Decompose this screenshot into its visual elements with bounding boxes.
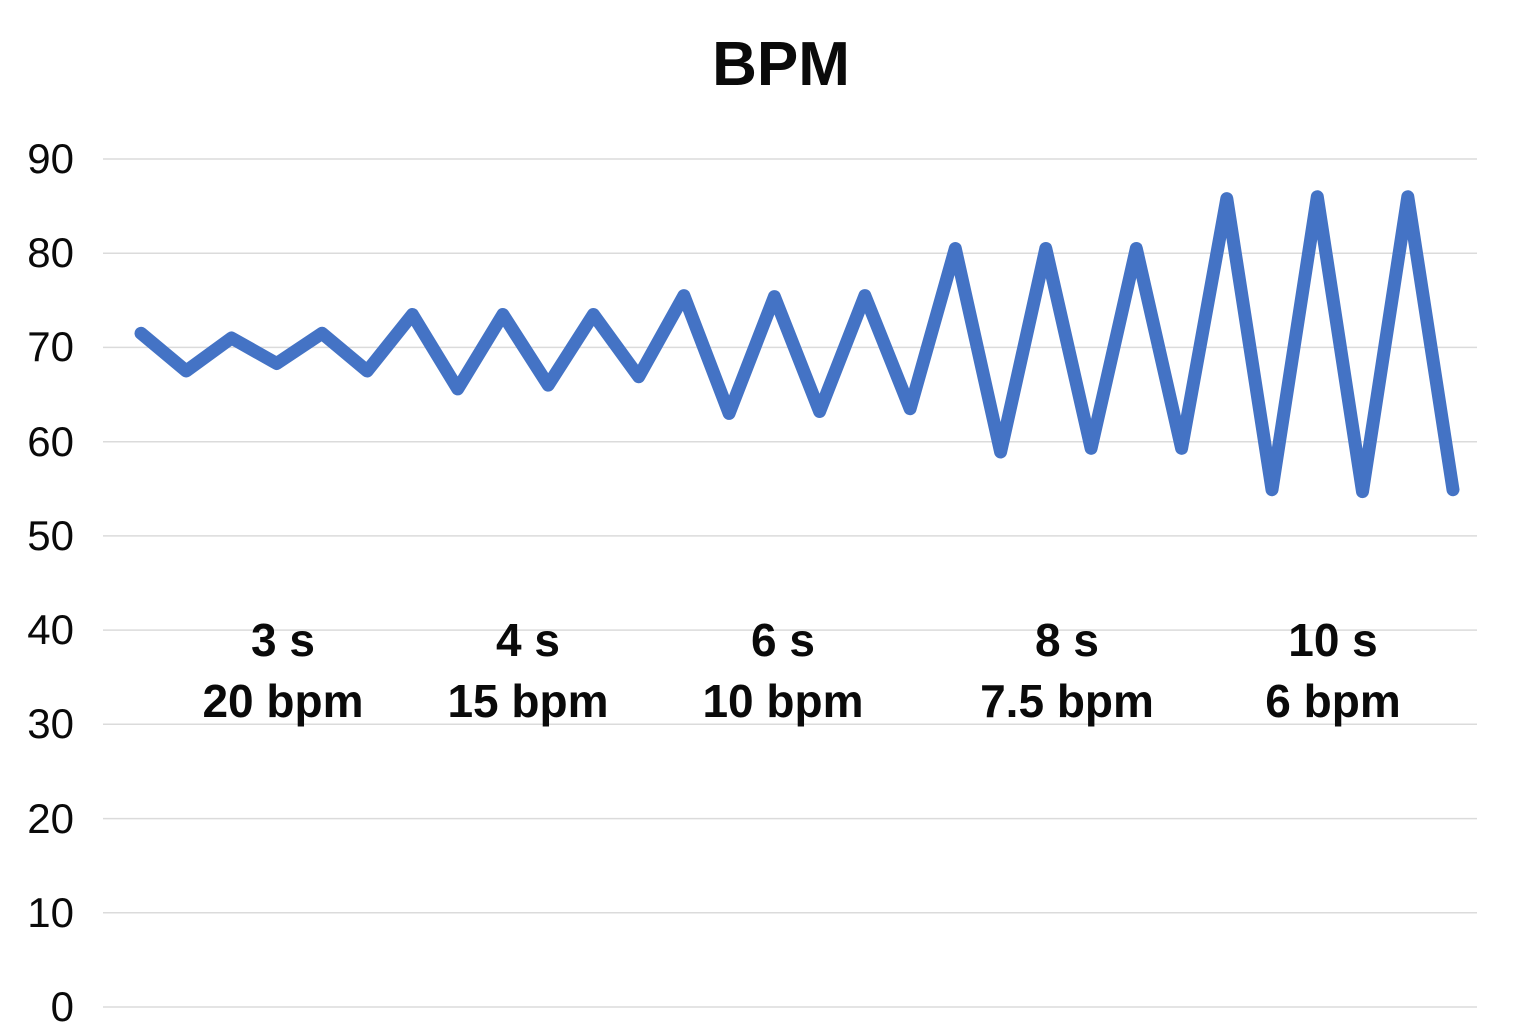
y-tick-label-30: 30 [27,700,74,748]
y-tick-label-40: 40 [27,606,74,654]
y-axis: 90 80 70 60 50 40 30 20 10 0 [0,0,74,1030]
section-rate-label: 20 bpm [202,675,364,727]
y-tick-label-60: 60 [27,417,74,465]
chart-title: BPM [712,30,850,99]
y-tick-label-80: 80 [27,229,74,277]
section-label-4: 8 s 7.5 bpm [980,610,1154,732]
section-duration-label: 8 s [1035,614,1099,666]
section-label-2: 4 s 15 bpm [447,610,608,732]
y-tick-label-50: 50 [27,511,74,559]
section-label-5: 10 s 6 bpm [1265,610,1400,732]
section-rate-label: 10 bpm [702,675,864,727]
y-tick-label-70: 70 [27,323,74,371]
section-label-1: 3 s 20 bpm [202,610,363,732]
section-duration-label: 10 s [1288,614,1378,666]
y-tick-label-10: 10 [27,888,74,936]
section-duration-label: 3 s [251,614,315,666]
section-rate-label: 7.5 bpm [980,675,1154,727]
bpm-series-line [134,190,1460,499]
section-rate-label: 6 bpm [1265,675,1401,727]
section-duration-label: 6 s [751,614,815,666]
section-duration-label: 4 s [496,614,560,666]
y-tick-label-0: 0 [50,983,74,1030]
y-tick-label-90: 90 [27,135,74,182]
section-rate-label: 15 bpm [447,675,609,727]
section-label-3: 6 s 10 bpm [702,610,863,732]
y-tick-label-20: 20 [27,794,74,842]
